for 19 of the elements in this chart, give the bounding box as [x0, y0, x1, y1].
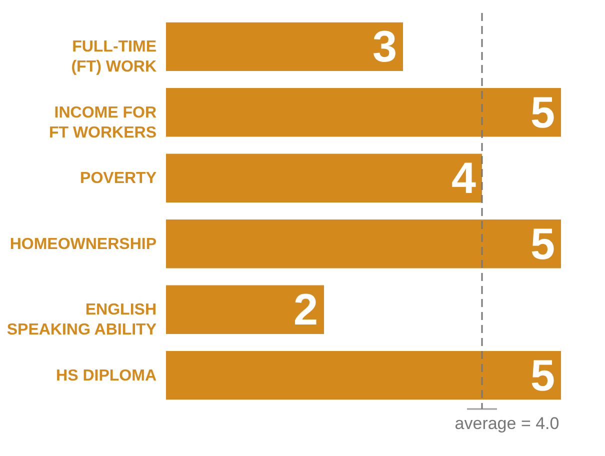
bar [166, 285, 324, 334]
y-tick-label: POVERTY [80, 170, 157, 188]
data-label: 4 [452, 154, 477, 204]
data-label: 5 [530, 220, 555, 269]
bar [166, 88, 561, 137]
data-label: 5 [530, 351, 555, 400]
legend-label: average = 4.0 [454, 414, 560, 433]
y-tick-label: FULL-TIME (FT) WORK [71, 38, 157, 76]
data-label: 5 [530, 88, 555, 138]
data-label: 2 [294, 286, 318, 335]
y-tick-label: INCOME FOR FT WORKERS [48, 104, 157, 142]
y-tick-label: ENGLISH SPEAKING ABILITY [6, 302, 157, 339]
data-label: 3 [372, 22, 397, 72]
bar [166, 154, 482, 202]
y-tick-label: HS DIPLOMA [56, 367, 157, 384]
y-tick-label: HOMEOWNERSHIP [10, 236, 157, 253]
bar [166, 351, 561, 400]
bar [166, 220, 561, 268]
bar [166, 22, 403, 71]
